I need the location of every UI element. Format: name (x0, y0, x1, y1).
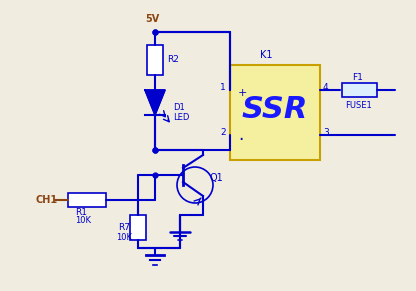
Text: FUSE1: FUSE1 (345, 101, 372, 110)
Text: 4: 4 (323, 83, 329, 92)
Bar (342, 83, 377, 97)
Bar (147, 45, 163, 75)
Text: R2: R2 (167, 56, 179, 65)
Text: 2: 2 (220, 128, 226, 137)
Text: 10K: 10K (75, 216, 91, 225)
Bar (68, 193, 106, 207)
Text: CH1: CH1 (35, 195, 57, 205)
Text: 10K: 10K (116, 233, 132, 242)
Text: F1: F1 (352, 73, 363, 82)
Text: SSR: SSR (242, 95, 308, 125)
Text: R1: R1 (75, 208, 87, 217)
Text: 5V: 5V (145, 14, 159, 24)
Text: K1: K1 (260, 50, 272, 60)
Text: ·: · (238, 131, 243, 149)
Bar (130, 215, 146, 240)
Text: +: + (238, 88, 248, 98)
Text: R7: R7 (118, 223, 130, 233)
Text: D1: D1 (173, 104, 185, 113)
Text: LED: LED (173, 113, 189, 123)
Text: 3: 3 (323, 128, 329, 137)
Text: 1: 1 (220, 83, 226, 92)
Polygon shape (145, 90, 165, 115)
FancyBboxPatch shape (230, 65, 320, 160)
Text: Q1: Q1 (210, 173, 224, 183)
